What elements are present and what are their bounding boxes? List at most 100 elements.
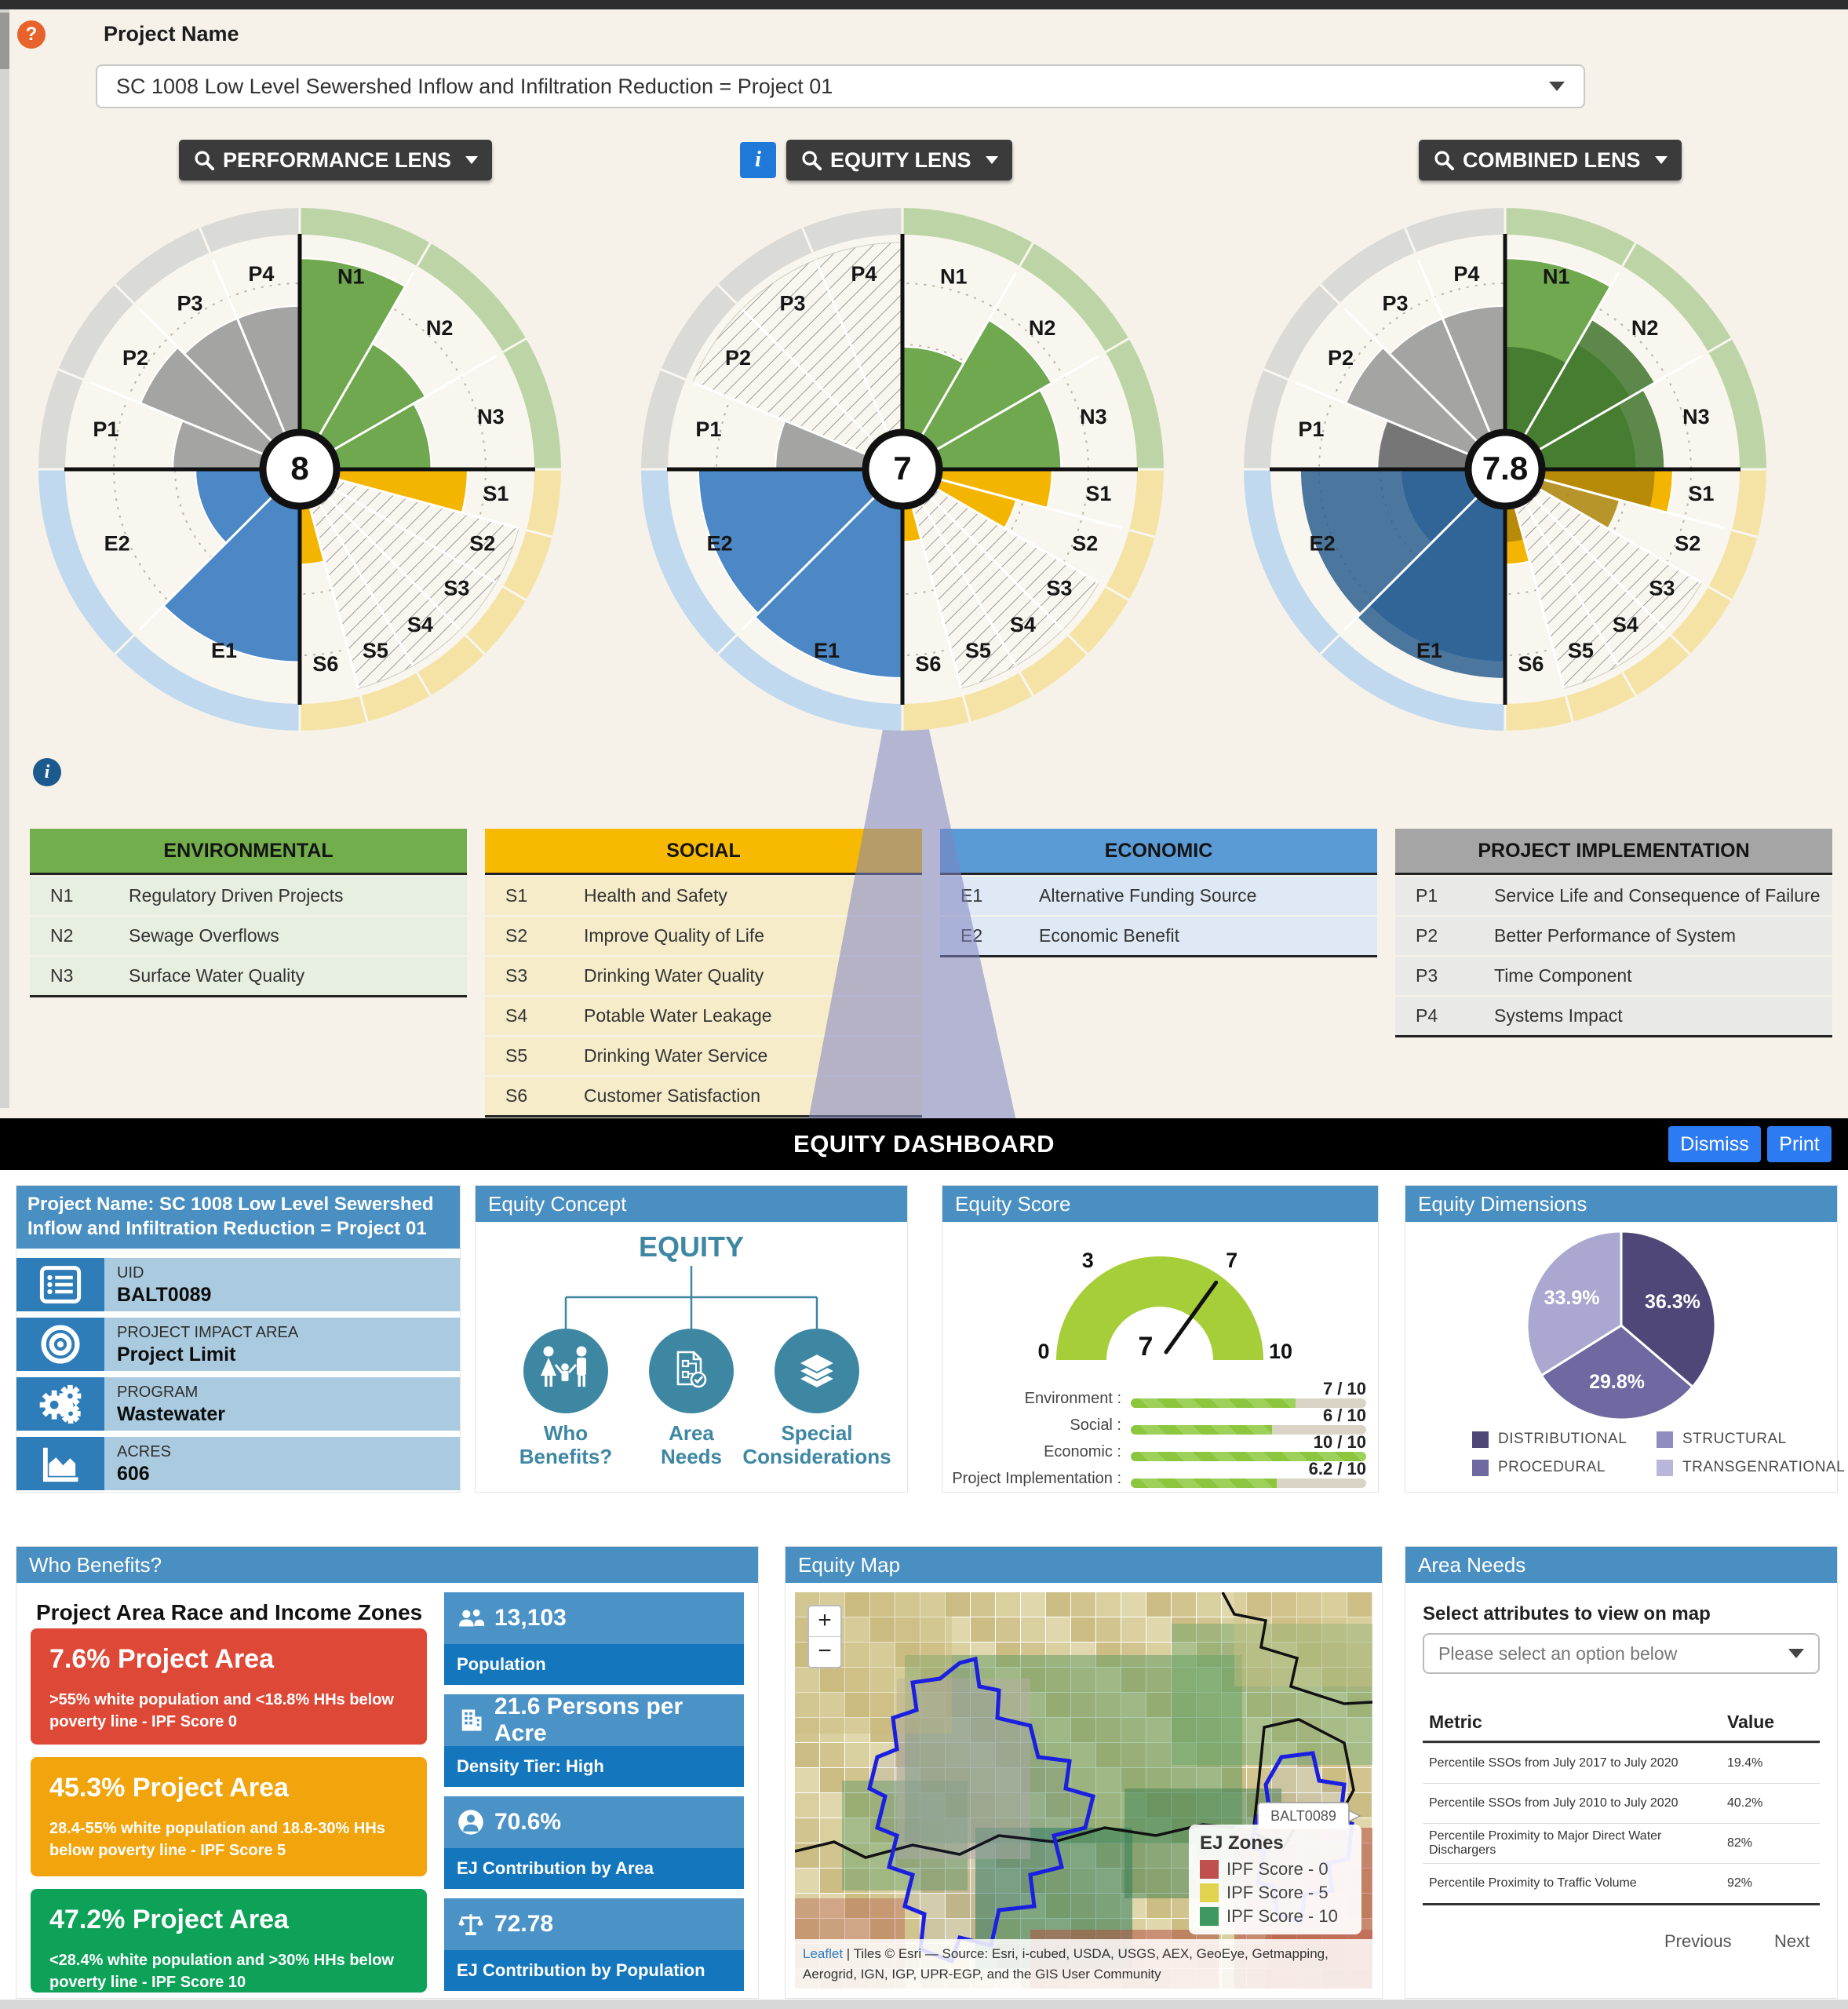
svg-text:36.3%: 36.3% [1645, 1291, 1700, 1313]
svg-text:S2: S2 [1675, 532, 1700, 556]
svg-text:N1: N1 [1543, 265, 1570, 289]
stat-card: 72.78 EJ Contribution by Population [444, 1898, 744, 1991]
legend-row-n1: N1 Regulatory Driven Projects [30, 875, 467, 915]
score-bar-fill [1131, 1452, 1366, 1461]
table-row: Percentile Proximity to Traffic Volume 92… [1423, 1863, 1820, 1903]
svg-text:P2: P2 [725, 346, 751, 370]
info-button[interactable]: i [740, 142, 776, 178]
svg-text:N3: N3 [1080, 405, 1107, 428]
equity-lens-button[interactable]: EQUITY LENS [786, 140, 1012, 180]
zone-percent-title: 7.6% Project Area [49, 1644, 274, 1674]
leaflet-link[interactable]: Leaflet [803, 1946, 844, 1961]
info-row-value: Wastewater [117, 1403, 226, 1425]
legend-row-code: S6 [505, 1085, 528, 1106]
legend-row-n2: N2 Sewage Overflows [30, 915, 467, 955]
legend-row-code: S1 [505, 885, 528, 906]
help-icon[interactable]: ? [17, 20, 46, 49]
svg-text:E1: E1 [211, 639, 237, 662]
pie-legend-item: DISTRIBUTIONAL [1472, 1431, 1627, 1448]
dismiss-button[interactable]: Dismiss [1668, 1126, 1761, 1162]
area-needs-panel: Area Needs Select attributes to view on m… [1405, 1546, 1838, 1999]
ej-legend-label: IPF Score - 10 [1227, 1906, 1338, 1926]
equity-lens-beam [808, 709, 1016, 1121]
table-row: Percentile SSOs from July 2010 to July 2… [1423, 1783, 1820, 1823]
svg-text:E1: E1 [1416, 639, 1442, 662]
pie-legend-swatch [1657, 1459, 1673, 1476]
previous-page-link[interactable]: Previous [1664, 1931, 1732, 1951]
search-icon [800, 149, 822, 171]
svg-text:P2: P2 [122, 346, 148, 370]
people-icon [457, 1604, 485, 1632]
equity-dimensions-panel: Equity Dimensions 36.3% 29.8% 33.9% DISTRIBU… [1405, 1185, 1845, 1493]
stat-value: 13,103 [494, 1605, 567, 1631]
svg-text:7: 7 [893, 450, 911, 487]
pie-legend-item: TRANSGENRATIONAL [1657, 1459, 1845, 1476]
legend-row-code: S3 [505, 965, 528, 986]
info-icon[interactable]: i [33, 758, 61, 786]
race-income-zones-title: Project Area Race and Income Zones [36, 1600, 423, 1624]
stat-label: Population [444, 1644, 744, 1685]
combined-lens-button[interactable]: COMBINED LENS [1419, 140, 1682, 180]
svg-text:S6: S6 [915, 652, 941, 676]
area-chart-icon [16, 1437, 104, 1490]
score-bar [1131, 1425, 1366, 1435]
chevron-down-icon [1549, 82, 1565, 91]
gears-icon [16, 1377, 104, 1431]
zoom-in-button[interactable]: + [809, 1606, 840, 1637]
svg-text:N2: N2 [1631, 316, 1659, 340]
svg-text:S4: S4 [407, 613, 433, 636]
svg-text:N2: N2 [426, 316, 454, 340]
ej-zones-legend-title: EJ Zones [1200, 1832, 1284, 1854]
svg-text:S5: S5 [965, 639, 991, 662]
svg-text:P1: P1 [93, 417, 118, 441]
search-icon [1433, 149, 1455, 171]
score-bar-label: Economic : [1044, 1443, 1121, 1460]
stat-value: 72.78 [494, 1911, 554, 1937]
legend-row-label: Surface Water Quality [129, 965, 305, 986]
next-page-link[interactable]: Next [1774, 1931, 1810, 1951]
map-attribute-select[interactable]: Please select an option below [1423, 1633, 1820, 1674]
legend-row-n3: N3 Surface Water Quality [30, 955, 467, 995]
svg-text:P3: P3 [1382, 292, 1408, 315]
layers-icon [775, 1329, 859, 1413]
list-icon [16, 1258, 104, 1311]
legend-table-environmental: ENVIRONMENTAL N1 Regulatory Driven Project… [30, 829, 467, 997]
svg-text:P2: P2 [1328, 346, 1354, 370]
value-cell: 82% [1727, 1836, 1753, 1850]
equity-map[interactable]: BALT0089 + − EJ Zones IPF Score - 0 IPF Score… [795, 1592, 1372, 1989]
print-button[interactable]: Print [1767, 1126, 1832, 1162]
scrollbar-thumb[interactable] [0, 13, 9, 69]
info-row-label: PROJECT IMPACT AREA [117, 1324, 299, 1341]
svg-text:S1: S1 [1688, 482, 1714, 505]
zoom-out-button[interactable]: − [818, 1638, 832, 1664]
pie-legend-swatch [1472, 1431, 1489, 1448]
performance-lens-button[interactable]: PERFORMANCE LENS [179, 140, 493, 180]
score-bar-label: Social : [1070, 1417, 1121, 1434]
equity-map-header: Equity Map [785, 1547, 1382, 1583]
legend-table-social: SOCIAL S1 Health and Safety S2 Improve Quali… [485, 829, 922, 1118]
pie-legend-item: PROCEDURAL [1472, 1459, 1606, 1476]
score-bar [1131, 1478, 1366, 1488]
equity-dimensions-pie: 36.3% 29.8% 33.9% [1525, 1230, 1717, 1421]
zone-description: <28.4% white population and >30% HHs bel… [49, 1952, 394, 1991]
stat-label: Density Tier: High [444, 1746, 744, 1787]
chevron-down-icon [985, 156, 998, 164]
score-bar-value: 7 / 10 [1322, 1379, 1366, 1398]
svg-text:S5: S5 [1568, 639, 1594, 662]
svg-text:S6: S6 [1518, 652, 1544, 676]
svg-text:E1: E1 [814, 639, 840, 662]
project-name-label: Project Name [104, 22, 239, 46]
left-scrollbar[interactable] [0, 9, 9, 1108]
scales-icon [457, 1910, 485, 1938]
project-name-select[interactable]: SC 1008 Low Level Sewershed Inflow and I… [96, 64, 1585, 108]
equity-dashboard-header: EQUITY DASHBOARD Dismiss Print [0, 1118, 1848, 1170]
legend-row-e1: E1 Alternative Funding Source [940, 875, 1377, 915]
svg-text:8: 8 [290, 450, 308, 487]
legend-row-code: S4 [505, 1005, 528, 1026]
info-row-label: PROGRAM [117, 1384, 199, 1401]
chevron-down-icon [1654, 156, 1668, 164]
legend-row-label: Time Component [1494, 965, 1632, 986]
legend-table-header: SOCIAL [485, 829, 922, 875]
